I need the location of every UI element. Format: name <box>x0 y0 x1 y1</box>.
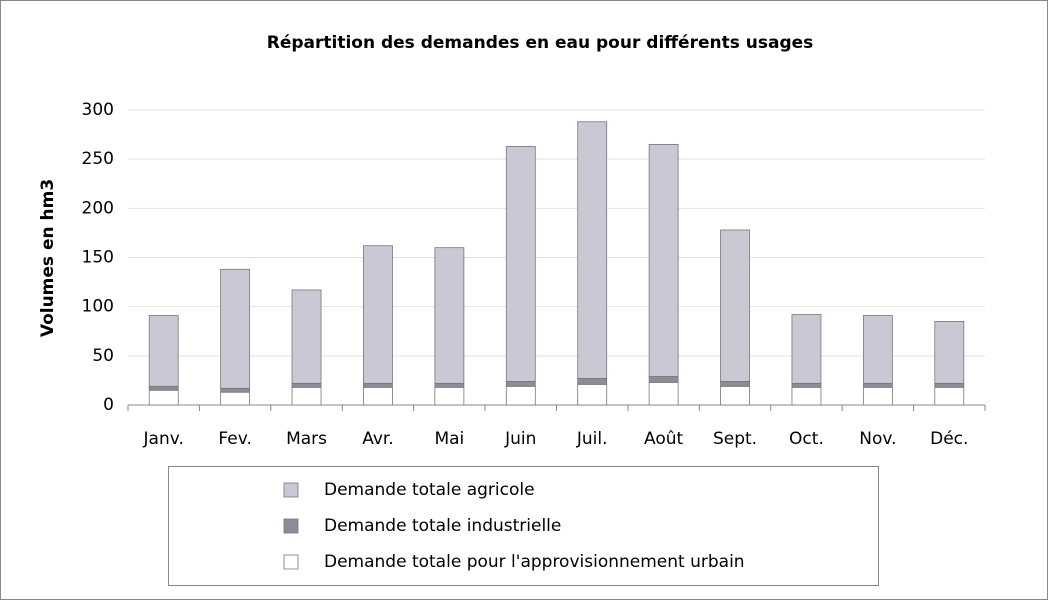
bar-segment <box>148 385 179 391</box>
bar-segment <box>862 382 893 388</box>
bar-segment <box>505 380 536 387</box>
bar-segment <box>434 382 465 388</box>
bar-segment <box>648 381 679 406</box>
bar-segment <box>720 385 750 406</box>
x-tick-label: Oct. <box>789 429 824 449</box>
y-tick-label: 250 <box>82 149 114 169</box>
x-tick-label: Avr. <box>362 429 394 449</box>
x-tick-label: Fev. <box>218 429 251 449</box>
bar-segment <box>720 229 750 382</box>
legend-swatch <box>283 518 299 534</box>
x-tick-label: Mai <box>434 429 464 449</box>
bar-segment <box>220 391 251 406</box>
bar-segment <box>934 321 965 384</box>
bar-segment <box>505 385 536 406</box>
bar-segment <box>862 386 893 406</box>
chart-title: Répartition des demandes en eau pour dif… <box>267 33 814 53</box>
x-tick-label: Août <box>644 429 684 449</box>
bar-segment <box>220 387 251 393</box>
bar-segment <box>791 382 822 388</box>
y-tick-label: 300 <box>82 100 114 120</box>
bar-segment <box>505 145 536 382</box>
y-tick-label: 100 <box>82 297 114 317</box>
x-tick-label: Juil. <box>576 429 608 449</box>
bar-segment <box>363 386 393 406</box>
bar-segment <box>148 315 179 387</box>
y-tick-label: 150 <box>82 248 114 268</box>
legend-swatch <box>283 554 299 570</box>
x-tick-label: Sept. <box>713 429 757 449</box>
x-tick-label: Nov. <box>859 429 896 449</box>
bar-segment <box>577 383 608 406</box>
legend-label: Demande totale industrielle <box>324 516 561 536</box>
legend-label: Demande totale pour l'approvisionnement … <box>324 552 745 572</box>
y-axis-label: Volumes en hm3 <box>38 179 58 337</box>
bar-segment <box>648 144 679 377</box>
x-tick-label: Janv. <box>143 429 184 449</box>
bar-segment <box>363 245 393 384</box>
bar-segment <box>148 389 179 406</box>
bar-segment <box>434 247 465 384</box>
x-tick-label: Juin <box>504 429 536 449</box>
legend-swatch <box>283 482 299 498</box>
y-tick-label: 50 <box>92 346 114 366</box>
x-tick-label: Déc. <box>930 429 968 449</box>
bar-segment <box>934 382 965 388</box>
bar-segment <box>577 378 608 385</box>
bar-segment <box>434 386 465 406</box>
bar-segment <box>363 382 393 388</box>
x-tick-label: Mars <box>286 429 327 449</box>
y-tick-label: 200 <box>82 198 114 218</box>
bar-segment <box>648 376 679 383</box>
bar-segment <box>862 315 893 384</box>
bar-segment <box>291 289 322 384</box>
bar-segment <box>291 386 322 406</box>
legend-label: Demande totale agricole <box>324 480 535 500</box>
bar-segment <box>720 380 750 387</box>
bar-segment <box>291 382 322 388</box>
y-tick-label: 0 <box>103 395 114 415</box>
bar-segment <box>791 314 822 384</box>
bar-segment <box>934 386 965 406</box>
bar-segment <box>577 121 608 379</box>
bar-segment <box>791 386 822 406</box>
bar-segment <box>220 268 251 389</box>
